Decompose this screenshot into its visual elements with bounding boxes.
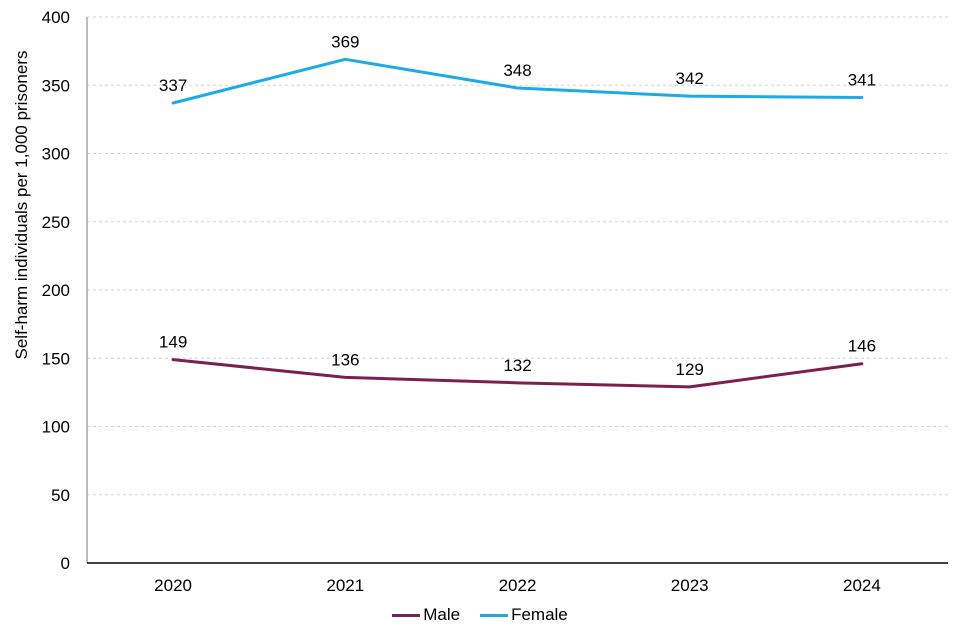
- y-tick-label: 0: [61, 554, 70, 573]
- x-tick-label: 2023: [671, 576, 709, 595]
- y-tick-label: 300: [42, 145, 70, 164]
- data-label-male: 132: [503, 356, 531, 375]
- data-label-female: 341: [848, 71, 876, 90]
- y-tick-label: 200: [42, 281, 70, 300]
- x-tick-label: 2024: [843, 576, 881, 595]
- y-tick-label: 400: [42, 8, 70, 27]
- legend-item-female: Female: [480, 605, 568, 625]
- data-label-male: 129: [676, 360, 704, 379]
- x-tick-label: 2020: [154, 576, 192, 595]
- y-tick-label: 250: [42, 213, 70, 232]
- male-line-swatch: [392, 613, 421, 617]
- data-label-female: 369: [331, 32, 359, 51]
- series-line-female: [171, 57, 864, 105]
- data-label-female: 337: [159, 76, 187, 95]
- data-label-female: 348: [503, 61, 531, 80]
- x-tick-label: 2022: [499, 576, 537, 595]
- female-line-swatch: [480, 613, 509, 617]
- legend: Male Female: [0, 605, 960, 625]
- y-tick-label: 350: [42, 76, 70, 95]
- data-label-male: 149: [159, 333, 187, 352]
- y-tick-label: 150: [42, 349, 70, 368]
- series-line-male: [171, 358, 864, 389]
- legend-label-female: Female: [511, 605, 568, 624]
- data-label-male: 146: [848, 337, 876, 356]
- data-label-male: 136: [331, 350, 359, 369]
- legend-item-male: Male: [392, 605, 460, 625]
- x-tick-label: 2021: [326, 576, 364, 595]
- y-tick-label: 50: [51, 486, 70, 505]
- data-label-female: 342: [676, 69, 704, 88]
- legend-label-male: Male: [423, 605, 461, 624]
- y-tick-label: 100: [42, 418, 70, 437]
